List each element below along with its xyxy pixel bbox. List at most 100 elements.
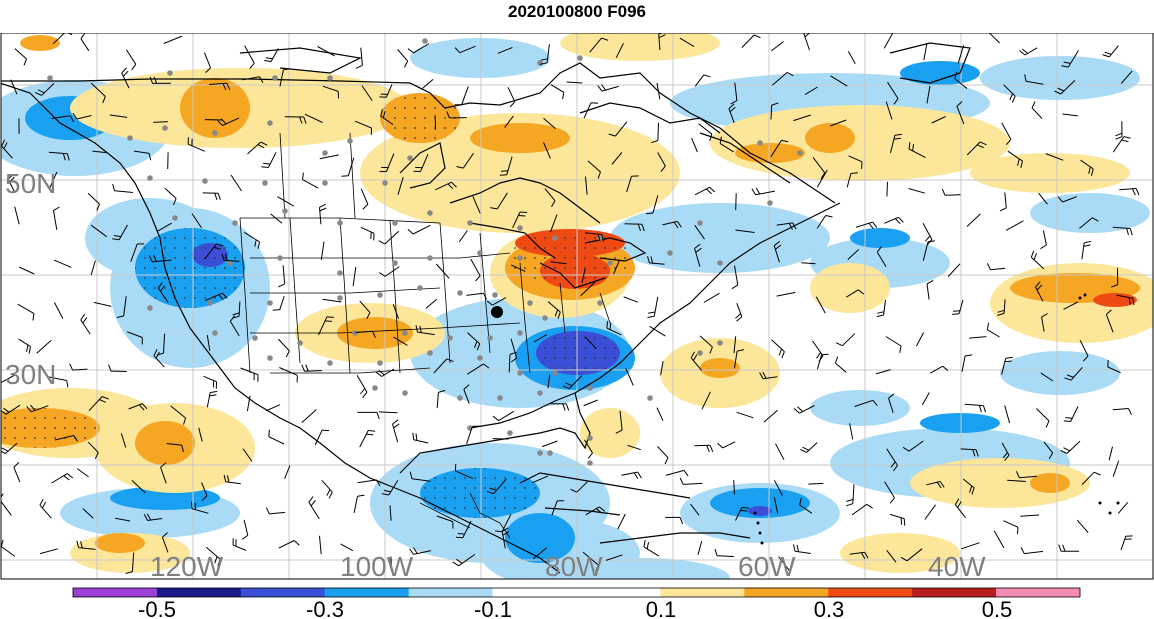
- wind-barb: [446, 111, 467, 119]
- wind-barb: [1062, 113, 1078, 117]
- wind-barb: [884, 481, 895, 504]
- wind-barb: [1102, 45, 1119, 58]
- station-dot: [282, 208, 288, 214]
- wind-barb: [623, 296, 639, 303]
- wind-barb: [14, 48, 27, 66]
- island-dots: [753, 293, 1120, 545]
- wind-barb: [735, 229, 755, 233]
- wind-barb: [584, 336, 597, 350]
- wind-barb: [379, 84, 393, 98]
- wind-barb: [304, 113, 323, 123]
- wind-barb: [504, 115, 514, 128]
- wind-barb: [48, 376, 69, 388]
- wind-barb: [793, 544, 811, 554]
- wind-barb: [1001, 122, 1012, 146]
- wind-barb: [846, 484, 855, 507]
- wind-barb: [1020, 547, 1044, 555]
- station-dot: [407, 155, 413, 161]
- wind-barb: [242, 448, 253, 462]
- wind-barb: [731, 265, 739, 290]
- wind-barb: [153, 121, 168, 123]
- station-dot: [597, 300, 603, 306]
- station-dot: [607, 260, 613, 266]
- wind-barb: [392, 304, 400, 320]
- wind-barb: [952, 299, 964, 315]
- wind-barb: [190, 501, 209, 514]
- wind-barb: [585, 506, 606, 516]
- wind-barb: [902, 440, 924, 452]
- wind-barb: [319, 154, 339, 160]
- wind-barb: [714, 549, 734, 557]
- station-dot: [457, 395, 463, 401]
- wind-barb: [1040, 230, 1047, 250]
- colorbar-tick-label: 0.5: [982, 597, 1013, 619]
- station-dot: [372, 385, 378, 391]
- wind-barb: [112, 183, 134, 193]
- colorbar-bin: [912, 588, 997, 597]
- wind-barb: [585, 232, 605, 242]
- wind-barb: [240, 367, 259, 382]
- wind-barb: [643, 540, 660, 557]
- colorbar-bin: [408, 588, 493, 597]
- wind-barb: [435, 181, 457, 191]
- wind-barb: [18, 338, 31, 354]
- wind-barb: [7, 173, 16, 193]
- lon-label-120w: 120W: [150, 551, 224, 581]
- station-dot: [427, 210, 433, 216]
- wind-barb: [662, 220, 682, 229]
- wind-barb: [341, 157, 355, 177]
- station-dot: [487, 335, 493, 341]
- wind-barb: [206, 335, 211, 351]
- lat-label-30n: 30N: [5, 359, 56, 390]
- colorbar-bin: [324, 588, 409, 597]
- wind-barb: [272, 295, 285, 311]
- wind-barb: [1079, 339, 1089, 362]
- wind-barb: [741, 34, 761, 48]
- wind-barb: [621, 471, 642, 480]
- wind-barb: [223, 474, 241, 485]
- wind-barb: [691, 137, 698, 153]
- station-dot: [717, 260, 723, 266]
- station-dot: [517, 255, 523, 261]
- coastlines-and-borders: [1, 42, 971, 574]
- wind-barb: [112, 224, 128, 241]
- station-dot: [577, 55, 583, 61]
- station-dot: [327, 75, 333, 81]
- wind-barb: [355, 47, 363, 69]
- wind-barb: [470, 258, 481, 282]
- wind-barb: [247, 141, 268, 155]
- wind-barb: [900, 548, 923, 562]
- wind-barb: [320, 241, 325, 261]
- wind-barb: [456, 152, 475, 169]
- wind-barb: [830, 75, 848, 87]
- wind-barb: [1, 539, 16, 557]
- wind-barb: [547, 374, 551, 389]
- station-dot: [697, 220, 703, 226]
- wind-barb: [375, 368, 395, 377]
- wind-barb: [690, 503, 700, 516]
- wind-barb: [657, 446, 669, 465]
- station-dot: [492, 292, 498, 298]
- wind-barb: [415, 79, 434, 90]
- wind-barb: [407, 43, 430, 54]
- map-frame: [0, 33, 1154, 580]
- wind-barb: [627, 444, 641, 451]
- wind-barb: [608, 121, 628, 137]
- wind-barb: [319, 535, 322, 555]
- station-dot: [267, 300, 273, 306]
- wind-barb: [268, 429, 285, 445]
- wind-barb: [48, 151, 70, 161]
- wind-barb: [360, 226, 375, 241]
- wind-barb: [964, 403, 986, 413]
- wind-barb: [77, 468, 89, 478]
- wind-barb: [847, 249, 860, 260]
- wind-barb: [128, 403, 148, 411]
- anomaly-map: 50N 30N 120W 100W 80W 60W 40W: [0, 33, 1154, 581]
- wind-barb: [1020, 514, 1040, 517]
- wind-barb: [1035, 408, 1050, 428]
- wind-barb: [626, 175, 639, 193]
- wind-barb: [697, 540, 703, 556]
- station-dot: [517, 370, 523, 376]
- wind-barb: [454, 86, 469, 106]
- wind-barb: [550, 261, 567, 265]
